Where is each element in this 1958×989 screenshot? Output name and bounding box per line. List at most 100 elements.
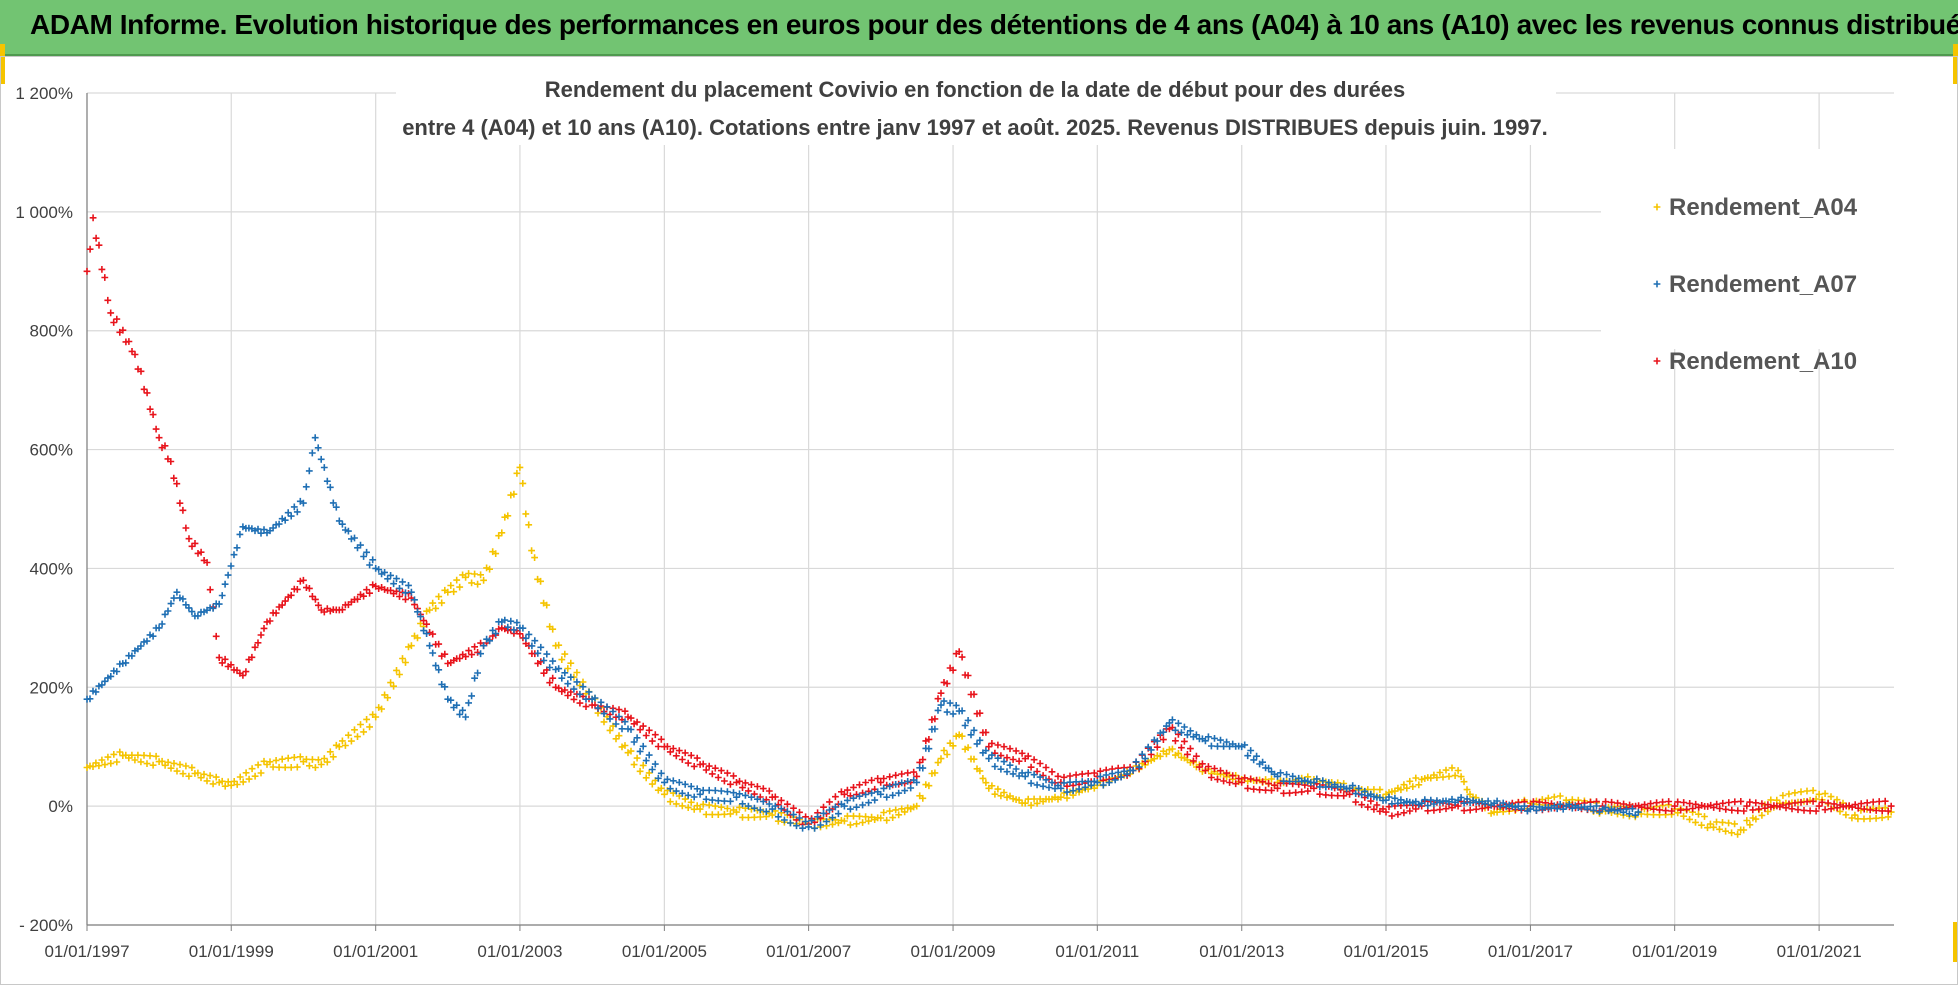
marker-Rendement_A04 xyxy=(684,804,692,811)
marker-Rendement_A04 xyxy=(880,809,888,816)
marker-Rendement_A07 xyxy=(657,769,665,777)
marker-Rendement_A04 xyxy=(471,570,478,578)
marker-Rendement_A07 xyxy=(684,791,692,799)
marker-Rendement_A10 xyxy=(796,808,803,816)
marker-Rendement_A04 xyxy=(1731,820,1738,828)
marker-Rendement_A10 xyxy=(678,756,686,763)
marker-Rendement_A07 xyxy=(1358,791,1366,799)
marker-Rendement_A04 xyxy=(1836,808,1844,815)
marker-Rendement_A07 xyxy=(122,659,130,667)
marker-Rendement_A04 xyxy=(844,812,851,820)
marker-Rendement_A07 xyxy=(230,551,238,559)
marker-Rendement_A10 xyxy=(1292,789,1300,796)
data-point-Rendement_A04 xyxy=(372,713,380,721)
marker-Rendement_A07 xyxy=(1250,756,1258,764)
marker-Rendement_A07 xyxy=(648,766,656,773)
data-point-Rendement_A07 xyxy=(335,517,343,525)
marker-Rendement_A04 xyxy=(101,761,109,768)
data-point-Rendement_A04 xyxy=(408,642,415,650)
marker-Rendement_A10 xyxy=(429,630,437,638)
marker-Rendement_A07 xyxy=(687,783,695,790)
marker-Rendement_A10 xyxy=(119,326,127,334)
marker-Rendement_A04 xyxy=(1156,752,1164,760)
marker-Rendement_A10 xyxy=(874,775,882,782)
data-point-Rendement_A04 xyxy=(877,814,885,822)
marker-Rendement_A07 xyxy=(1217,736,1224,744)
marker-Rendement_A10 xyxy=(1352,798,1360,806)
marker-Rendement_A04 xyxy=(378,705,385,713)
marker-Rendement_A04 xyxy=(724,805,731,812)
marker-Rendement_A07 xyxy=(862,791,869,798)
x-tick-label: 01/01/2015 xyxy=(1343,942,1428,961)
data-point-Rendement_A10 xyxy=(89,214,97,222)
marker-Rendement_A07 xyxy=(681,780,689,788)
marker-Rendement_A04 xyxy=(994,785,1002,793)
x-tick-label: 01/01/2001 xyxy=(333,942,418,961)
marker-Rendement_A04 xyxy=(465,570,472,577)
marker-Rendement_A04 xyxy=(257,769,265,777)
marker-Rendement_A10 xyxy=(669,745,677,752)
data-point-Rendement_A07 xyxy=(1202,737,1209,745)
marker-Rendement_A04 xyxy=(182,762,190,770)
marker-Rendement_A07 xyxy=(1394,799,1402,807)
marker-Rendement_A07 xyxy=(405,582,412,589)
marker-Rendement_A07 xyxy=(727,797,734,805)
marker-Rendement_A04 xyxy=(1872,814,1880,822)
marker-Rendement_A04 xyxy=(1644,811,1651,818)
marker-Rendement_A04 xyxy=(615,732,623,740)
marker-Rendement_A07 xyxy=(1530,803,1537,810)
marker-Rendement_A10 xyxy=(931,715,939,723)
marker-Rendement_A04 xyxy=(727,810,734,818)
marker-Rendement_A07 xyxy=(1153,737,1161,745)
marker-Rendement_A07 xyxy=(570,685,578,693)
marker-Rendement_A04 xyxy=(245,775,253,783)
marker-Rendement_A10 xyxy=(850,784,857,791)
marker-Rendement_A04 xyxy=(414,634,421,642)
marker-Rendement_A04 xyxy=(306,762,313,770)
data-point-Rendement_A04 xyxy=(444,588,452,596)
marker-Rendement_A07 xyxy=(1193,731,1200,739)
marker-Rendement_A10 xyxy=(1866,806,1874,814)
data-point-Rendement_A07 xyxy=(1274,773,1281,780)
marker-Rendement_A10 xyxy=(260,625,268,632)
data-point-Rendement_A10 xyxy=(215,654,223,661)
marker-Rendement_A10 xyxy=(1388,812,1396,820)
marker-Rendement_A04 xyxy=(296,753,304,761)
marker-Rendement_A04 xyxy=(931,769,939,777)
marker-Rendement_A07 xyxy=(1427,796,1435,804)
marker-Rendement_A04 xyxy=(657,784,665,792)
legend-box xyxy=(1601,149,1931,349)
marker-Rendement_A10 xyxy=(642,732,650,739)
marker-Rendement_A07 xyxy=(1289,772,1297,780)
marker-Rendement_A04 xyxy=(329,753,337,761)
marker-Rendement_A10 xyxy=(570,696,578,703)
marker-Rendement_A07 xyxy=(1108,770,1116,777)
data-point-Rendement_A04 xyxy=(1454,767,1462,774)
marker-Rendement_A07 xyxy=(1361,787,1369,795)
marker-Rendement_A04 xyxy=(339,737,346,745)
marker-Rendement_A10 xyxy=(152,425,160,433)
marker-Rendement_A10 xyxy=(1830,800,1838,808)
data-point-Rendement_A04 xyxy=(462,573,469,581)
marker-Rendement_A07 xyxy=(447,696,455,704)
marker-Rendement_A07 xyxy=(98,681,106,689)
data-point-Rendement_A10 xyxy=(1815,802,1823,810)
marker-Rendement_A10 xyxy=(95,241,103,249)
marker-Rendement_A10 xyxy=(1406,807,1414,815)
marker-Rendement_A07 xyxy=(844,797,851,804)
marker-Rendement_A04 xyxy=(531,554,538,561)
marker-Rendement_A07 xyxy=(627,726,635,733)
marker-Rendement_A07 xyxy=(555,665,563,672)
marker-Rendement_A07 xyxy=(865,799,872,807)
marker-Rendement_A10 xyxy=(546,679,554,687)
marker-Rendement_A10 xyxy=(1755,805,1763,813)
marker-Rendement_A07 xyxy=(856,792,863,800)
marker-Rendement_A04 xyxy=(721,810,728,818)
marker-Rendement_A04 xyxy=(949,742,957,750)
marker-Rendement_A10 xyxy=(1262,786,1269,794)
marker-Rendement_A07 xyxy=(507,617,515,625)
marker-Rendement_A10 xyxy=(296,577,304,585)
marker-Rendement_A04 xyxy=(1370,786,1378,793)
marker-Rendement_A10 xyxy=(1686,800,1694,807)
marker-Rendement_A07 xyxy=(396,585,403,592)
